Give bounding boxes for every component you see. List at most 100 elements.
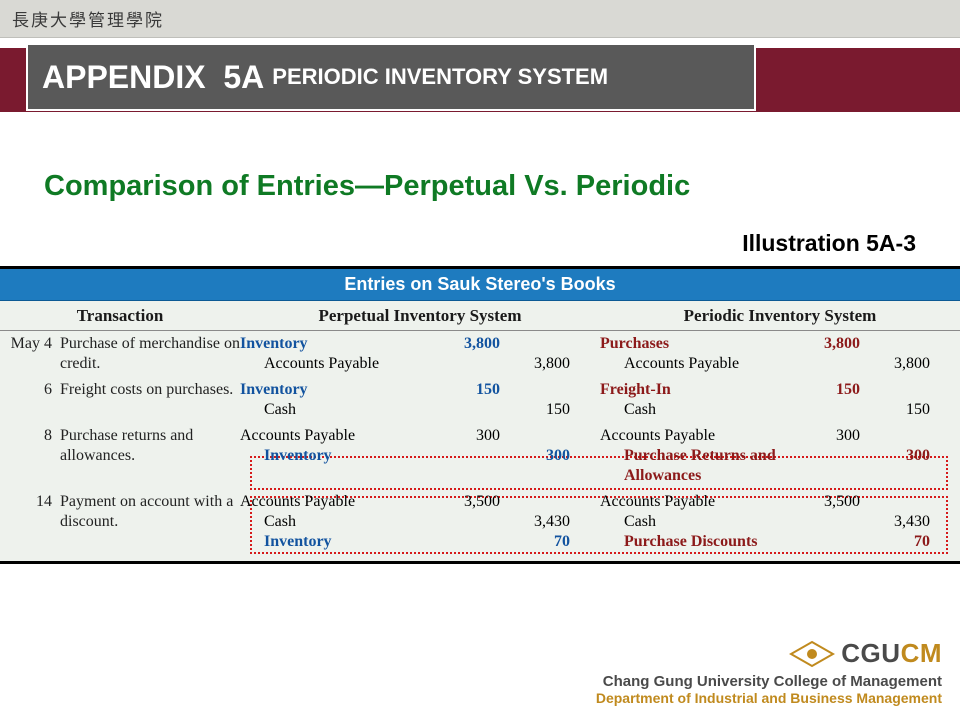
credit-amount	[500, 380, 570, 400]
credit-amount: 300	[860, 446, 930, 486]
debit-amount	[790, 400, 860, 420]
title-sub: PERIODIC INVENTORY SYSTEM	[272, 64, 608, 90]
logo-text-gold: CM	[901, 638, 942, 668]
credit-amount: 150	[500, 400, 570, 420]
entry-side: Inventory3,800Accounts Payable3,800	[240, 334, 600, 374]
entry-line: Cash 150	[240, 400, 600, 420]
debit-amount	[790, 512, 860, 532]
colhead-periodic: Periodic Inventory System	[600, 306, 960, 326]
account-name: Inventory	[240, 532, 430, 552]
entry-side: Inventory150Cash150	[240, 380, 600, 420]
entry-line: Inventory 300	[240, 446, 600, 466]
cgu-logo-icon	[789, 640, 835, 668]
debit-amount	[790, 532, 860, 552]
account-name: Inventory	[240, 446, 430, 466]
colhead-transaction: Transaction	[0, 306, 240, 326]
entry-line: Purchase Returns and Allowances 300	[600, 446, 960, 486]
debit-amount	[430, 512, 500, 532]
table-row: 14Payment on account with a discount.Acc…	[0, 489, 960, 555]
row-date: 8	[0, 426, 60, 486]
account-name: Accounts Payable	[600, 426, 790, 446]
table-row: 8Purchase returns and allowances.Account…	[0, 423, 960, 489]
colhead-perpetual: Perpetual Inventory System	[240, 306, 600, 326]
footer-line-1: Chang Gung University College of Managem…	[596, 673, 942, 690]
account-name: Accounts Payable	[240, 354, 430, 374]
credit-amount	[500, 492, 570, 512]
footer: CGUCM Chang Gung University College of M…	[596, 638, 942, 706]
credit-amount: 3,430	[860, 512, 930, 532]
account-name: Inventory	[240, 334, 430, 354]
table-banner: Entries on Sauk Stereo's Books	[0, 269, 960, 301]
credit-amount: 150	[860, 400, 930, 420]
debit-amount: 150	[790, 380, 860, 400]
table-body: May 4Purchase of merchandise on credit.I…	[0, 331, 960, 561]
credit-amount	[860, 492, 930, 512]
entry-side: Accounts Payable3,500Cash3,430Purchase D…	[600, 492, 960, 552]
entry-line: Accounts Payable 3,800	[600, 354, 960, 374]
credit-amount	[860, 334, 930, 354]
slide-subtitle: Comparison of Entries—Perpetual Vs. Peri…	[44, 170, 690, 203]
debit-amount: 3,800	[790, 334, 860, 354]
account-name: Cash	[240, 512, 430, 532]
entry-line: Inventory 70	[240, 532, 600, 552]
credit-amount: 3,430	[500, 512, 570, 532]
credit-amount: 70	[500, 532, 570, 552]
illustration-label: Illustration 5A-3	[742, 230, 916, 257]
account-name: Freight-In	[600, 380, 790, 400]
entry-line: Purchases3,800	[600, 334, 960, 354]
account-name: Accounts Payable	[240, 426, 430, 446]
table-column-headers: Transaction Perpetual Inventory System P…	[0, 301, 960, 331]
entry-line: Freight-In150	[600, 380, 960, 400]
entry-line: Purchase Discounts 70	[600, 532, 960, 552]
account-name: Inventory	[240, 380, 430, 400]
entry-side: Accounts Payable3,500Cash 3,430 Inventory 7…	[240, 492, 600, 552]
debit-amount: 300	[790, 426, 860, 446]
account-name: Purchase Discounts	[600, 532, 790, 552]
account-name: Accounts Payable	[600, 354, 790, 374]
debit-amount	[790, 446, 860, 486]
account-name: Cash	[600, 400, 790, 420]
entry-line: Accounts Payable300	[600, 426, 960, 446]
credit-amount	[500, 334, 570, 354]
row-date: 14	[0, 492, 60, 552]
credit-amount: 3,800	[500, 354, 570, 374]
debit-amount	[430, 400, 500, 420]
debit-amount: 150	[430, 380, 500, 400]
credit-amount	[860, 426, 930, 446]
entry-line: Cash 150	[600, 400, 960, 420]
account-name: Accounts Payable	[600, 492, 790, 512]
logo-text-gray: CGU	[841, 638, 900, 668]
debit-amount	[430, 354, 500, 374]
slide-title-box: APPENDIX 5A PERIODIC INVENTORY SYSTEM	[26, 43, 756, 111]
credit-amount: 300	[500, 446, 570, 466]
top-university-strip: 長庚大學管理學院	[0, 0, 960, 38]
row-date: May 4	[0, 334, 60, 374]
account-name: Cash	[600, 512, 790, 532]
entry-line: Accounts Payable 3,800	[240, 354, 600, 374]
account-name: Cash	[240, 400, 430, 420]
university-name: 長庚大學管理學院	[12, 6, 164, 31]
credit-amount	[500, 426, 570, 446]
row-transaction: Purchase of merchandise on credit.	[60, 334, 240, 374]
entry-side: Accounts Payable300Purchase Returns and …	[600, 426, 960, 486]
entry-line: Accounts Payable3,500	[600, 492, 960, 512]
account-name: Purchases	[600, 334, 790, 354]
entry-line: Accounts Payable3,500	[240, 492, 600, 512]
account-name: Purchase Returns and Allowances	[600, 446, 790, 486]
row-transaction: Freight costs on purchases.	[60, 380, 240, 420]
debit-amount: 3,800	[430, 334, 500, 354]
logo-row: CGUCM	[596, 638, 942, 669]
entry-line: Cash 3,430	[240, 512, 600, 532]
credit-amount: 3,800	[860, 354, 930, 374]
entry-line: Inventory150	[240, 380, 600, 400]
entry-line: Accounts Payable300	[240, 426, 600, 446]
credit-amount	[860, 380, 930, 400]
footer-line-2: Department of Industrial and Business Ma…	[596, 690, 942, 706]
debit-amount: 300	[430, 426, 500, 446]
debit-amount: 3,500	[790, 492, 860, 512]
credit-amount: 70	[860, 532, 930, 552]
debit-amount	[430, 532, 500, 552]
table-row: May 4Purchase of merchandise on credit.I…	[0, 331, 960, 377]
logo-text: CGUCM	[841, 638, 942, 669]
entry-line: Inventory3,800	[240, 334, 600, 354]
